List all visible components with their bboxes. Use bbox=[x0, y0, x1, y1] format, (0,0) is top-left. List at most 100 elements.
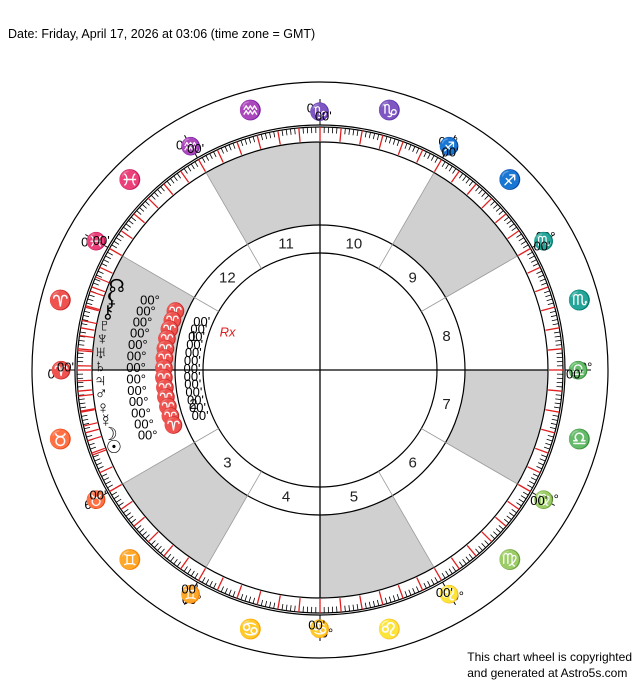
degree-tick-minor bbox=[388, 596, 392, 603]
planet-glyph-sun: ☉ bbox=[106, 437, 122, 457]
degree-tick-major bbox=[433, 159, 443, 173]
degree-tick-major bbox=[109, 483, 123, 493]
degree-tick-minor bbox=[441, 572, 446, 579]
degree-tick-minor bbox=[139, 528, 145, 533]
outer-sign-glyph-pisces: ♓ bbox=[118, 168, 142, 191]
degree-tick-minor bbox=[392, 138, 396, 145]
degree-tick-major bbox=[378, 135, 384, 149]
degree-tick-major bbox=[527, 266, 541, 274]
degree-tick-minor bbox=[344, 605, 346, 612]
degree-tick-minor bbox=[481, 543, 487, 548]
degree-tick-minor bbox=[118, 502, 124, 507]
degree-tick-minor bbox=[228, 144, 232, 151]
degree-tick-minor bbox=[423, 582, 427, 589]
degree-tick-minor bbox=[541, 454, 548, 458]
planet-glyph-chiron: ⚷ bbox=[101, 302, 114, 322]
cusp-degree-label: 00° bbox=[182, 592, 202, 607]
degree-tick-major bbox=[534, 447, 549, 454]
degree-tick-minor bbox=[205, 155, 210, 161]
degree-tick-minor bbox=[285, 129, 288, 136]
planet-minute-label: 00' bbox=[186, 337, 203, 352]
degree-tick-minor bbox=[264, 600, 268, 607]
cusp-sign-glyph-scorpio: ♏ bbox=[533, 231, 554, 251]
planet-minute-label: 00' bbox=[187, 393, 204, 408]
degree-tick-minor bbox=[522, 491, 529, 496]
degree-tick-minor bbox=[142, 531, 147, 537]
degree-tick-minor bbox=[404, 591, 408, 598]
planet-position-pointer bbox=[92, 449, 107, 456]
degree-tick-minor bbox=[498, 210, 504, 215]
degree-tick-major bbox=[534, 286, 549, 293]
cusp-sign-glyph-aquarius: ♒ bbox=[180, 136, 201, 156]
copyright-notice: This chart wheel is copyrighted and gene… bbox=[467, 649, 632, 681]
cusp-minute-label: 00' bbox=[93, 233, 110, 248]
degree-tick-minor bbox=[481, 192, 487, 197]
degree-tick-minor bbox=[490, 200, 496, 206]
degree-tick-major bbox=[517, 247, 531, 257]
sign-band-divider bbox=[184, 135, 198, 159]
degree-tick-major bbox=[339, 127, 342, 142]
degree-tick-minor bbox=[160, 186, 165, 192]
degree-tick-minor bbox=[153, 543, 159, 548]
degree-tick-minor bbox=[273, 602, 276, 609]
degree-tick-minor bbox=[539, 278, 546, 282]
degree-tick-minor bbox=[107, 484, 113, 489]
outer-sign-glyph-sagittarius: ♐ bbox=[498, 168, 522, 191]
degree-tick-minor bbox=[441, 161, 446, 168]
degree-tick-minor bbox=[547, 302, 554, 306]
degree-tick-minor bbox=[125, 512, 131, 517]
degree-tick-minor bbox=[445, 163, 450, 170]
degree-tick-minor bbox=[545, 442, 552, 446]
degree-tick-minor bbox=[220, 147, 224, 154]
degree-tick-major bbox=[277, 595, 281, 610]
degree-tick-major bbox=[236, 141, 243, 156]
planet-glyph-neptune: ♆ bbox=[95, 329, 109, 349]
house-ring-spoke bbox=[378, 244, 393, 269]
degree-tick-minor bbox=[555, 398, 562, 401]
degree-tick-minor bbox=[97, 270, 104, 274]
cusp-sign-glyph-libra: ♎ bbox=[568, 360, 589, 380]
degree-tick-minor bbox=[527, 484, 533, 489]
degree-tick-minor bbox=[170, 178, 175, 184]
degree-tick-minor bbox=[232, 142, 236, 149]
degree-tick-major bbox=[163, 545, 174, 557]
degree-tick-minor bbox=[356, 604, 359, 611]
cusp-degree-label: 00° bbox=[85, 497, 105, 512]
degree-tick-minor bbox=[157, 189, 162, 195]
planet-position-pointer bbox=[87, 435, 103, 442]
planet-degree-label: 00° bbox=[129, 394, 149, 409]
degree-tick-major bbox=[433, 567, 443, 581]
degree-tick-major bbox=[527, 466, 541, 474]
degree-tick-minor bbox=[281, 129, 284, 136]
degree-tick-minor bbox=[538, 274, 544, 278]
degree-tick-minor bbox=[368, 601, 371, 608]
planet-glyph-uranus: ♅ bbox=[94, 342, 108, 362]
degree-tick-minor bbox=[392, 595, 396, 602]
degree-tick-minor bbox=[445, 570, 450, 577]
planet-sign-glyph: ♈ bbox=[161, 406, 181, 425]
degree-tick-major bbox=[298, 598, 301, 613]
degree-tick-minor bbox=[434, 157, 439, 163]
degree-tick-major bbox=[277, 130, 281, 145]
house-ring-spoke bbox=[421, 428, 446, 443]
house-cusp-line bbox=[392, 172, 435, 245]
degree-tick-major bbox=[466, 183, 477, 195]
outer-sign-glyph-gemini: ♊ bbox=[118, 548, 142, 571]
planet-position-pointer bbox=[95, 276, 110, 284]
degree-tick-major bbox=[548, 348, 563, 351]
degree-tick-minor bbox=[462, 559, 467, 565]
planet-position-pointer bbox=[80, 408, 96, 412]
degree-tick-minor bbox=[205, 579, 210, 585]
degree-tick-minor bbox=[356, 129, 359, 136]
degree-tick-minor bbox=[92, 454, 99, 458]
degree-tick-major bbox=[507, 500, 520, 510]
planet-sign-glyph: ♈ bbox=[156, 339, 176, 358]
planet-sign-glyph: ♈ bbox=[166, 301, 186, 320]
degree-tick-minor bbox=[232, 591, 236, 598]
degree-tick-minor bbox=[458, 561, 464, 567]
degree-tick-major bbox=[216, 577, 224, 591]
cusp-minute-label: 00' bbox=[89, 487, 106, 502]
degree-tick-minor bbox=[113, 240, 120, 245]
degree-tick-minor bbox=[81, 323, 88, 326]
degree-ticks-group bbox=[77, 127, 563, 613]
